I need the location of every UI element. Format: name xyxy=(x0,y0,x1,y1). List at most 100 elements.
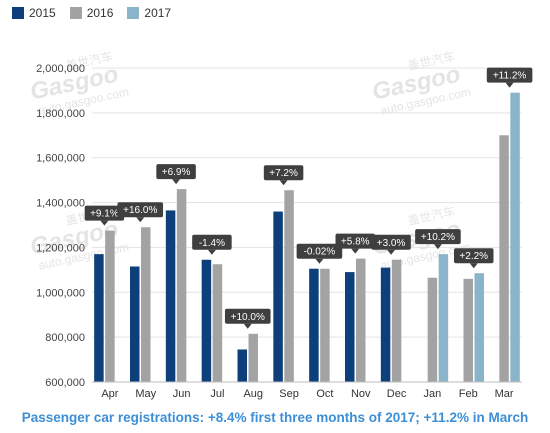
callout-pointer xyxy=(243,323,252,329)
bar-2016-mar xyxy=(499,135,509,382)
callout-label: +11.2% xyxy=(493,71,527,82)
y-tick-label: 1,000,000 xyxy=(36,287,85,299)
y-tick-label: 600,000 xyxy=(45,377,85,389)
bar-2016-jul xyxy=(212,264,223,382)
callout-pointer xyxy=(172,179,181,185)
x-tick-label: Sep xyxy=(279,388,299,400)
callout-pointer xyxy=(351,248,360,254)
callout-box xyxy=(371,234,411,250)
callout-label: +10.0% xyxy=(231,312,265,323)
bar-2015-jun xyxy=(165,210,176,382)
callout-label: +9.1% xyxy=(90,209,119,220)
legend-swatch-2017 xyxy=(127,7,140,19)
legend-item-2015[interactable]: 2015 xyxy=(12,6,56,20)
y-tick-label: 2,000,000 xyxy=(36,63,85,75)
legend-item-2016[interactable]: 2016 xyxy=(69,6,114,20)
bar-2016-feb xyxy=(463,278,473,382)
x-tick-label: Oct xyxy=(316,388,333,400)
legend-label-2017: 2017 xyxy=(144,6,172,20)
bar-2015-oct xyxy=(309,268,319,382)
legend-label-2015: 2015 xyxy=(29,6,56,20)
callout-pointer xyxy=(279,180,288,186)
bar-2016-jan xyxy=(427,277,438,382)
bar-2015-aug xyxy=(237,349,247,382)
callout-box xyxy=(224,308,271,324)
bar-2016-sep xyxy=(284,190,294,382)
y-tick-label: 1,800,000 xyxy=(36,108,85,120)
callout-label: +7.2% xyxy=(269,168,298,179)
growth-callout-oct: -0.02% xyxy=(296,243,343,264)
callout-label: +3.0% xyxy=(377,238,406,249)
bar-2015-sep xyxy=(273,211,283,382)
legend-swatch-2016 xyxy=(69,7,82,19)
bar-2015-dec xyxy=(380,267,391,382)
y-tick-label: 1,600,000 xyxy=(36,153,85,165)
callout-label: +16.0% xyxy=(123,205,157,216)
callout-box xyxy=(296,243,343,259)
bar-2016-dec xyxy=(391,259,402,382)
callout-pointer xyxy=(469,263,478,269)
bar-2015-nov xyxy=(345,272,355,382)
callout-box xyxy=(263,165,304,181)
callout-pointer xyxy=(315,258,324,264)
bar-2017-feb xyxy=(474,273,484,382)
growth-callout-jul: -1.4% xyxy=(192,234,232,255)
x-tick-label: Jul xyxy=(210,388,224,400)
bar-2015-apr xyxy=(94,254,104,382)
growth-callout-dec: +3.0% xyxy=(371,234,411,255)
bar-2016-oct xyxy=(320,268,330,382)
x-tick-label: Jan xyxy=(424,388,442,400)
legend-label-2016: 2016 xyxy=(86,6,114,20)
bar-2017-mar xyxy=(510,92,520,383)
callout-label: +5.8% xyxy=(341,237,370,248)
callout-box xyxy=(486,67,533,83)
bar-2016-aug xyxy=(248,333,258,382)
growth-callout-feb: +2.2% xyxy=(454,248,494,269)
growth-callout-may: +16.0% xyxy=(117,202,164,223)
growth-callout-jun: +6.9% xyxy=(156,164,196,185)
bar-2016-apr xyxy=(105,230,115,382)
callout-pointer xyxy=(100,220,109,226)
callout-label: +10.2% xyxy=(421,232,455,243)
legend-swatch-2015 xyxy=(12,7,24,19)
legend-item-2017[interactable]: 2017 xyxy=(127,6,171,20)
y-tick-label: 1,200,000 xyxy=(36,242,85,254)
x-tick-label: Feb xyxy=(459,388,478,400)
y-tick-label: 1,400,000 xyxy=(36,198,85,210)
x-tick-label: Dec xyxy=(387,388,407,400)
callout-label: -0.02% xyxy=(304,247,336,258)
bar-2016-may xyxy=(141,227,151,382)
callout-label: -1.4% xyxy=(199,238,225,249)
x-tick-label: May xyxy=(135,388,156,400)
callout-box xyxy=(192,234,232,250)
callout-box xyxy=(84,205,125,221)
callout-pointer xyxy=(136,217,145,223)
bar-2017-jan xyxy=(438,254,449,382)
callout-label: +6.9% xyxy=(162,167,191,178)
growth-callout-apr: +9.1% xyxy=(84,205,125,226)
callout-box xyxy=(335,233,375,249)
x-tick-label: Apr xyxy=(101,388,118,400)
x-tick-label: Mar xyxy=(495,388,514,400)
bar-2015-jul xyxy=(201,259,212,382)
growth-callout-jan: +10.2% xyxy=(415,229,461,250)
x-tick-label: Jun xyxy=(173,388,191,400)
callout-box xyxy=(117,202,164,218)
y-tick-label: 800,000 xyxy=(45,332,85,344)
growth-callout-aug: +10.0% xyxy=(224,308,271,329)
callout-pointer xyxy=(433,244,442,250)
bar-2016-jun xyxy=(176,189,187,382)
chart-caption: Passenger car registrations: +8.4% first… xyxy=(21,410,529,425)
growth-callout-nov: +5.8% xyxy=(335,233,375,254)
callout-box xyxy=(156,164,196,180)
callout-pointer xyxy=(505,82,514,88)
callout-label: +2.2% xyxy=(459,251,488,262)
growth-callout-mar: +11.2% xyxy=(486,67,533,88)
x-tick-label: Nov xyxy=(351,388,371,400)
x-tick-label: Aug xyxy=(243,388,263,400)
callout-box xyxy=(415,229,461,245)
callout-pointer xyxy=(207,249,216,255)
callout-box xyxy=(454,248,494,264)
